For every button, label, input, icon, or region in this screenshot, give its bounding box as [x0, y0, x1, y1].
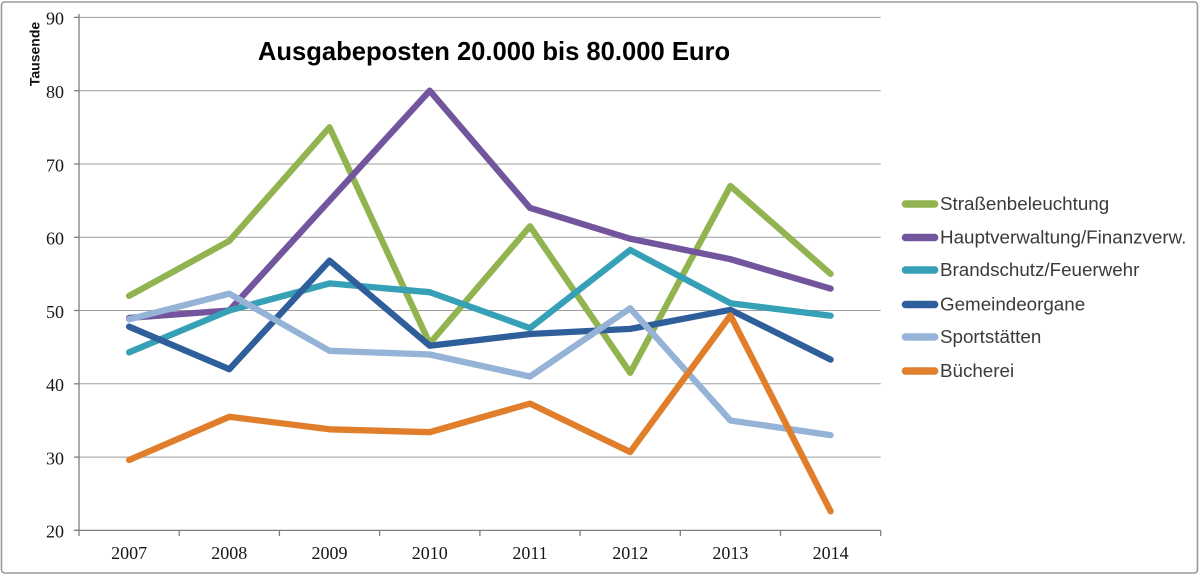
svg-text:Hauptverwaltung/Finanzverw.: Hauptverwaltung/Finanzverw.	[940, 227, 1186, 248]
svg-text:70: 70	[46, 155, 64, 175]
svg-text:2008: 2008	[211, 543, 247, 563]
svg-text:2011: 2011	[512, 543, 547, 563]
svg-text:60: 60	[46, 229, 64, 249]
svg-text:Ausgabeposten 20.000 bis 80.00: Ausgabeposten 20.000 bis 80.000 Euro	[258, 38, 730, 66]
svg-text:2007: 2007	[111, 543, 147, 563]
svg-text:40: 40	[46, 375, 64, 395]
svg-text:Gemeindeorgane: Gemeindeorgane	[940, 294, 1085, 315]
svg-text:2013: 2013	[712, 543, 748, 563]
svg-text:2014: 2014	[813, 543, 849, 563]
svg-text:Brandschutz/Feuerwehr: Brandschutz/Feuerwehr	[940, 259, 1139, 280]
svg-text:Bücherei: Bücherei	[940, 360, 1014, 381]
svg-text:50: 50	[46, 302, 64, 322]
svg-text:Sportstätten: Sportstätten	[940, 326, 1041, 347]
svg-text:90: 90	[46, 9, 64, 29]
svg-text:80: 80	[46, 82, 64, 102]
svg-text:2012: 2012	[612, 543, 648, 563]
svg-text:30: 30	[46, 448, 64, 468]
svg-text:2010: 2010	[412, 543, 448, 563]
svg-text:Tausende: Tausende	[27, 22, 43, 87]
svg-text:2009: 2009	[312, 543, 348, 563]
svg-text:20: 20	[46, 522, 64, 542]
svg-text:Straßenbeleuchtung: Straßenbeleuchtung	[940, 193, 1109, 214]
